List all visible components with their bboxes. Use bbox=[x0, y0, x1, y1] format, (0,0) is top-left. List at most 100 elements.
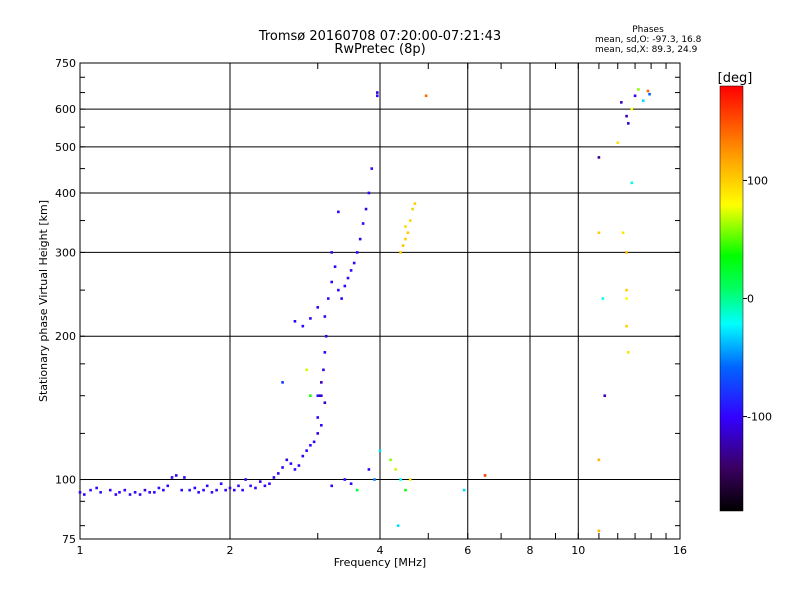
data-point bbox=[197, 491, 200, 494]
y-axis-label: Stationary phase Virtual Height [km] bbox=[37, 200, 50, 402]
data-point bbox=[370, 167, 374, 170]
x-axis-label: Frequency [MHz] bbox=[334, 556, 426, 569]
data-point bbox=[411, 207, 414, 211]
data-point bbox=[399, 478, 402, 481]
data-point bbox=[406, 231, 410, 235]
data-point bbox=[630, 181, 634, 185]
data-point bbox=[272, 476, 276, 479]
colorbar-tick-label: -100 bbox=[747, 411, 772, 424]
y-tick-label: 200 bbox=[55, 330, 76, 343]
data-point bbox=[183, 476, 186, 479]
data-point bbox=[358, 237, 362, 241]
chart-title: Tromsø 20160708 07:20:00-07:21:43 bbox=[258, 29, 501, 44]
data-point bbox=[404, 225, 407, 228]
x-tick-label: 10 bbox=[571, 544, 585, 557]
data-point bbox=[646, 89, 650, 93]
data-point bbox=[317, 394, 321, 398]
data-point bbox=[289, 462, 293, 465]
data-point bbox=[293, 319, 297, 323]
data-point bbox=[625, 297, 628, 300]
data-point bbox=[483, 474, 487, 477]
data-point bbox=[263, 484, 267, 488]
data-point bbox=[153, 491, 156, 494]
phase-stats-x: mean, sd,X: 89.3, 24.9 bbox=[595, 45, 698, 55]
data-point bbox=[305, 368, 308, 372]
data-point bbox=[324, 334, 328, 338]
data-point bbox=[408, 478, 412, 481]
data-point bbox=[118, 491, 121, 494]
data-point bbox=[316, 432, 320, 435]
data-point bbox=[170, 476, 174, 479]
data-point bbox=[193, 486, 197, 490]
data-point bbox=[597, 529, 601, 533]
data-point bbox=[276, 472, 280, 475]
data-point bbox=[82, 493, 86, 496]
data-point bbox=[285, 458, 289, 462]
x-tick-label: 1 bbox=[77, 544, 84, 557]
data-point bbox=[625, 251, 628, 254]
data-point bbox=[333, 265, 337, 268]
data-point bbox=[312, 440, 316, 444]
data-point bbox=[630, 107, 634, 111]
data-point bbox=[148, 491, 151, 494]
data-point bbox=[337, 288, 340, 292]
data-point bbox=[99, 491, 102, 494]
data-point bbox=[399, 251, 402, 254]
data-point bbox=[597, 231, 601, 235]
data-point bbox=[637, 88, 640, 91]
data-point bbox=[309, 444, 312, 447]
data-point bbox=[330, 251, 334, 254]
data-point bbox=[597, 458, 601, 462]
data-point bbox=[202, 488, 205, 492]
data-point bbox=[224, 488, 227, 492]
data-point bbox=[352, 261, 356, 265]
data-point bbox=[616, 141, 620, 145]
data-point bbox=[309, 317, 312, 320]
data-point bbox=[297, 464, 301, 467]
data-point bbox=[210, 491, 214, 494]
data-point bbox=[627, 122, 630, 125]
data-point bbox=[625, 324, 628, 328]
data-point bbox=[349, 269, 353, 272]
data-point bbox=[323, 315, 327, 318]
grid-lines bbox=[80, 63, 680, 539]
data-point bbox=[188, 488, 191, 492]
data-point bbox=[174, 474, 178, 477]
x-tick-label: 6 bbox=[464, 544, 471, 557]
data-point bbox=[364, 207, 368, 211]
data-point bbox=[327, 297, 330, 300]
data-point bbox=[241, 488, 244, 492]
data-point bbox=[301, 324, 305, 328]
colorbar-ticks: -100 0 100 bbox=[743, 174, 772, 424]
data-point bbox=[408, 219, 412, 222]
data-point bbox=[404, 488, 407, 492]
colorbar bbox=[719, 85, 744, 512]
data-point bbox=[641, 99, 645, 102]
data-point bbox=[603, 394, 607, 398]
data-point bbox=[95, 486, 98, 490]
data-point bbox=[396, 524, 400, 527]
data-point bbox=[620, 101, 623, 104]
data-point bbox=[355, 488, 359, 492]
data-point bbox=[355, 251, 359, 254]
y-tick-label: 300 bbox=[55, 246, 76, 259]
data-point bbox=[340, 297, 343, 300]
data-point bbox=[301, 454, 305, 458]
data-point bbox=[89, 488, 92, 492]
data-point bbox=[114, 493, 118, 496]
data-point bbox=[228, 486, 232, 490]
data-point bbox=[625, 288, 628, 292]
data-point bbox=[128, 493, 132, 496]
x-tick-label: 8 bbox=[527, 544, 534, 557]
phase-stats-o: mean, sd,O: -97.3, 16.8 bbox=[595, 35, 702, 45]
data-points bbox=[78, 88, 651, 533]
data-point bbox=[138, 493, 142, 496]
data-point bbox=[375, 91, 379, 94]
data-point bbox=[237, 484, 240, 488]
data-point bbox=[323, 351, 327, 354]
y-tick-label: 500 bbox=[55, 141, 76, 154]
data-point bbox=[627, 351, 630, 354]
data-point bbox=[378, 449, 382, 452]
data-point bbox=[330, 280, 334, 284]
